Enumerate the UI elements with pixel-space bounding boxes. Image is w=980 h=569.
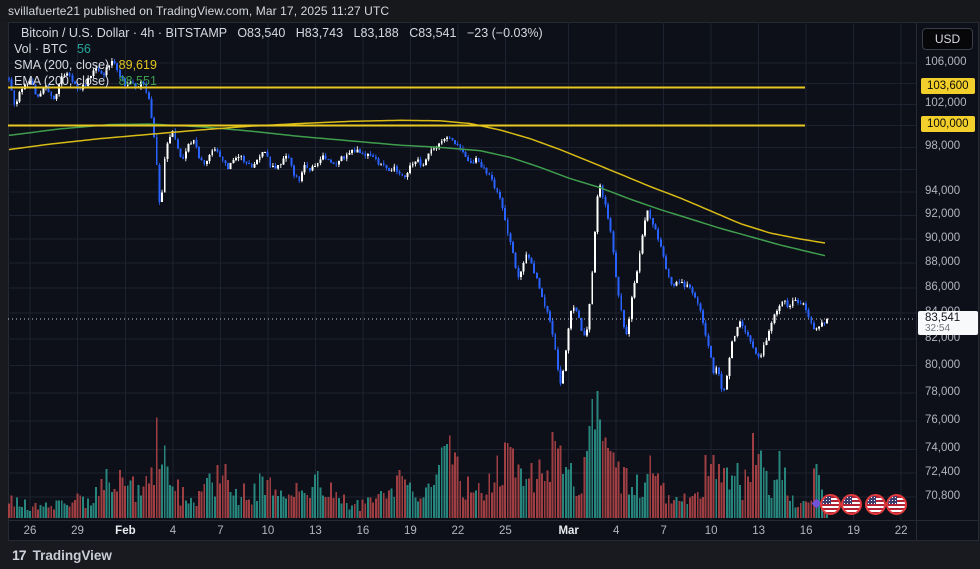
price-axis-label: 86,000	[925, 280, 961, 293]
time-axis-label: 22	[451, 525, 465, 537]
ohlc-close: C83,541	[409, 26, 457, 40]
sma-label: SMA (200, close)	[14, 58, 110, 72]
time-axis-label: 13	[308, 525, 322, 537]
price-axis-label: 72,400	[925, 465, 961, 478]
sma-value: 89,619	[118, 58, 157, 72]
legend-sma-row[interactable]: SMA (200, close) 89,619	[14, 58, 543, 73]
time-axis-label: 10	[704, 525, 718, 537]
tradingview-logo-text: TradingView	[32, 548, 112, 563]
us-flag-sticker[interactable]	[885, 493, 907, 515]
price-axis-label: 80,000	[925, 358, 961, 371]
time-axis-border	[8, 520, 979, 521]
current-price-label: 83,541 32:54	[918, 311, 978, 335]
ohlc-low: L83,188	[353, 26, 399, 40]
ema-value: 88,551	[118, 74, 157, 88]
ohlc-high: H83,743	[295, 26, 344, 40]
attribution-bar: svillafuerte21 published on TradingView.…	[0, 0, 980, 22]
time-axis-label: Feb	[115, 525, 136, 537]
price-axis-label: 76,000	[925, 413, 961, 426]
current-price-value: 83,541	[925, 312, 961, 324]
price-axis-label: 98,000	[925, 140, 961, 153]
ohlc-change: −23 (−0.03%)	[466, 26, 543, 40]
attribution-text: svillafuerte21 published on TradingView.…	[8, 4, 390, 18]
time-axis-label: 4	[612, 525, 620, 537]
price-axis-label: 78,000	[925, 385, 961, 398]
price-axis-label: 82,000	[925, 332, 961, 345]
us-flag-sticker[interactable]	[865, 493, 886, 515]
us-flag-sticker[interactable]	[819, 493, 841, 515]
time-axis-label: 19	[847, 525, 861, 537]
bar-countdown: 32:54	[925, 323, 951, 334]
us-flag-sticker[interactable]	[840, 493, 862, 515]
symbol-title: Bitcoin / U.S. Dollar · 4h · BITSTAMP	[21, 26, 227, 40]
time-axis-label: Mar	[558, 525, 579, 537]
time-axis-label: 26	[23, 525, 37, 537]
time-axis-label: 13	[752, 525, 766, 537]
volume-value: 56	[76, 42, 91, 56]
time-axis-label: 7	[217, 525, 224, 537]
time-axis-label: 16	[356, 525, 370, 537]
price-level-label: 100,000	[921, 116, 975, 133]
price-axis-label: 106,000	[925, 56, 967, 68]
price-axis-label: 88,000	[925, 256, 961, 269]
time-axis[interactable]: 26 29 Feb 4 7 10 13 16 19 22 25 Mar 4 7 10 13 16 19 22	[8, 521, 916, 541]
time-axis-label: 29	[71, 525, 84, 537]
price-axis[interactable]: 106,000 103,600 102,000 100,000 98,000 94,000…	[917, 22, 980, 520]
price-axis-label: 102,000	[925, 97, 967, 110]
flag-canton	[867, 495, 876, 504]
chart-legend: Bitcoin / U.S. Dollar · 4h · BITSTAMP O8…	[14, 26, 543, 90]
tradingview-logo[interactable]: 17 TradingView	[12, 547, 112, 565]
ema-label: EMA (200, close)	[14, 74, 110, 88]
price-axis-label: 94,000	[925, 185, 961, 198]
price-axis-label: 90,000	[925, 231, 961, 244]
time-axis-label: 22	[894, 525, 908, 537]
flag-canton	[821, 495, 831, 504]
tradingview-logo-icon: 17	[12, 547, 27, 563]
currency-toggle-button[interactable]: USD	[922, 28, 973, 50]
price-level-label: 103,600	[921, 78, 975, 95]
legend-volume-row[interactable]: Vol · BTC 56	[14, 42, 543, 57]
volume-label: Vol · BTC	[14, 42, 68, 56]
price-chart-canvas[interactable]	[8, 22, 916, 520]
legend-symbol-row[interactable]: Bitcoin / U.S. Dollar · 4h · BITSTAMP O8…	[14, 26, 543, 41]
time-axis-label: 16	[799, 525, 813, 537]
flag-canton	[887, 495, 897, 504]
price-axis-border	[916, 22, 917, 541]
time-axis-label: 25	[498, 525, 512, 537]
legend-ema-row[interactable]: EMA (200, close) 88,551	[14, 74, 543, 89]
time-axis-label: 7	[660, 525, 667, 537]
ohlc-open: O83,540	[237, 26, 286, 40]
time-axis-label: 4	[169, 525, 177, 537]
flag-canton	[842, 495, 852, 504]
price-axis-label: 92,000	[925, 208, 961, 221]
time-axis-label: 10	[261, 525, 275, 537]
price-axis-label: 70,800	[925, 489, 961, 502]
price-axis-label: 74,000	[925, 442, 961, 455]
chart-widget[interactable]	[8, 22, 979, 541]
time-axis-label: 19	[403, 525, 417, 537]
